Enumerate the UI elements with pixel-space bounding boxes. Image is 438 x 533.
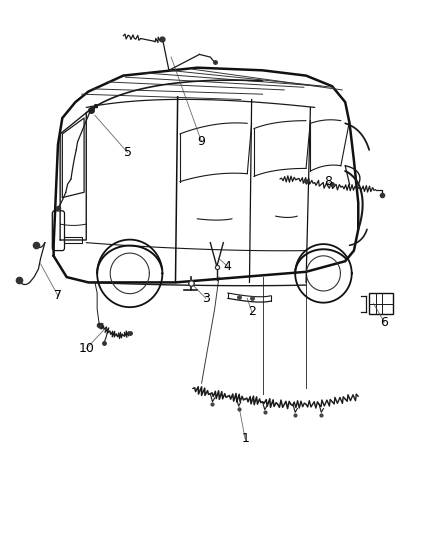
Text: 5: 5 <box>124 146 131 159</box>
Text: 1: 1 <box>241 432 249 446</box>
Text: 8: 8 <box>324 175 332 188</box>
Text: 3: 3 <box>202 292 210 305</box>
Text: 6: 6 <box>381 316 389 329</box>
Text: 7: 7 <box>54 289 62 302</box>
Text: 9: 9 <box>198 135 205 148</box>
Text: 10: 10 <box>78 342 94 355</box>
Bar <box>369 293 393 314</box>
Text: 2: 2 <box>248 305 256 318</box>
Text: 4: 4 <box>224 260 232 273</box>
